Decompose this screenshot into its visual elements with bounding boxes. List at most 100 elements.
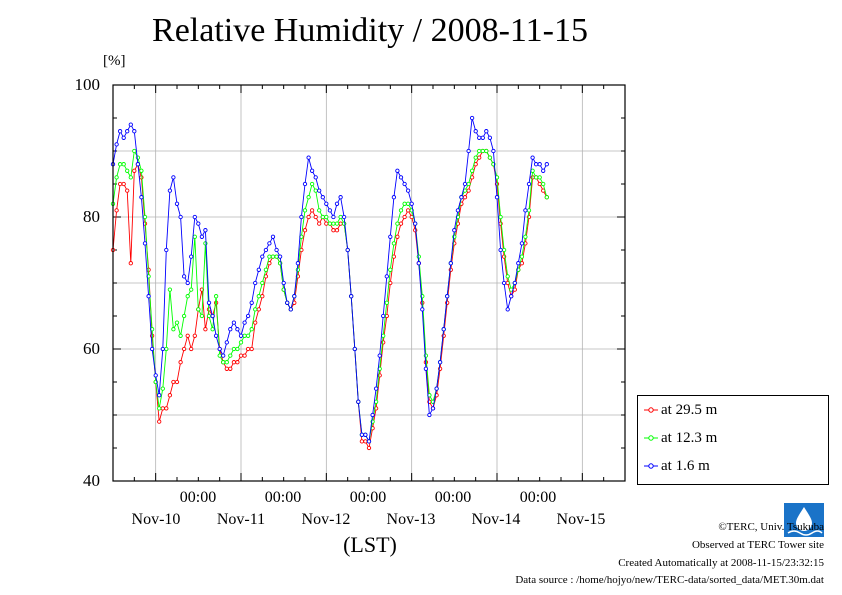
data-point bbox=[245, 346, 251, 352]
data-point bbox=[420, 307, 425, 312]
data-point bbox=[398, 208, 404, 213]
data-point bbox=[302, 181, 308, 187]
data-point bbox=[199, 313, 205, 319]
data-point bbox=[530, 155, 535, 160]
data-point bbox=[317, 208, 322, 213]
data-point bbox=[125, 188, 130, 193]
data-point bbox=[388, 234, 393, 239]
data-point bbox=[181, 346, 187, 352]
series-line bbox=[112, 117, 548, 443]
data-point bbox=[395, 168, 400, 173]
data-point bbox=[128, 122, 133, 127]
data-point bbox=[370, 412, 375, 418]
source-text: Data source : /home/hojyo/new/TERC-data/… bbox=[515, 574, 824, 586]
data-point bbox=[235, 327, 240, 332]
data-point bbox=[253, 280, 258, 286]
series-line bbox=[112, 150, 548, 450]
data-point bbox=[245, 333, 251, 338]
data-point bbox=[306, 214, 311, 220]
data-point bbox=[181, 313, 187, 319]
data-point bbox=[302, 208, 308, 213]
data-point bbox=[537, 175, 542, 180]
data-point bbox=[142, 214, 148, 220]
data-point bbox=[228, 366, 233, 371]
data-point bbox=[395, 234, 400, 239]
data-point bbox=[153, 373, 158, 378]
data-point bbox=[260, 294, 265, 299]
data-point bbox=[484, 129, 489, 134]
data-point bbox=[487, 155, 493, 160]
data-point bbox=[477, 135, 482, 140]
data-point bbox=[331, 221, 336, 226]
data-point bbox=[160, 386, 165, 391]
data-point bbox=[334, 228, 340, 233]
data-point bbox=[221, 360, 226, 365]
data-point bbox=[320, 214, 325, 220]
data-point bbox=[295, 261, 301, 266]
data-point bbox=[274, 247, 279, 253]
data-point bbox=[217, 353, 222, 358]
data-point bbox=[338, 221, 343, 226]
data-point bbox=[199, 234, 205, 239]
data-point bbox=[391, 241, 397, 246]
data-point bbox=[384, 274, 389, 279]
data-point bbox=[427, 412, 432, 418]
data-point bbox=[274, 254, 279, 259]
data-point bbox=[139, 195, 144, 200]
data-point bbox=[160, 346, 165, 352]
x-tick-date: Nov-15 bbox=[556, 511, 606, 528]
data-point bbox=[313, 214, 318, 220]
data-point bbox=[359, 439, 365, 444]
data-point bbox=[125, 129, 130, 134]
data-point bbox=[473, 129, 478, 134]
data-point bbox=[260, 280, 265, 286]
data-point bbox=[530, 175, 535, 180]
data-point bbox=[501, 280, 507, 286]
data-point bbox=[189, 254, 194, 259]
data-point bbox=[196, 221, 201, 226]
data-point bbox=[437, 360, 443, 365]
data-point bbox=[157, 419, 162, 424]
data-point bbox=[253, 320, 258, 325]
data-point bbox=[402, 201, 407, 206]
data-point bbox=[157, 393, 162, 398]
legend: at 29.5 m at 12.3 m at 1.6 m bbox=[637, 395, 829, 485]
data-point bbox=[523, 234, 528, 239]
x-tick-date: Nov-12 bbox=[301, 511, 351, 528]
data-point bbox=[519, 241, 525, 246]
data-point bbox=[231, 346, 237, 352]
data-point bbox=[477, 155, 482, 160]
data-point bbox=[373, 386, 379, 391]
data-point bbox=[210, 327, 215, 332]
data-point bbox=[267, 241, 272, 246]
data-point bbox=[523, 208, 528, 213]
data-point bbox=[466, 188, 471, 193]
data-point bbox=[157, 406, 162, 411]
data-point bbox=[224, 360, 229, 365]
x-tick-time: 00:00 bbox=[349, 489, 387, 506]
data-point bbox=[509, 294, 514, 299]
legend-label: at 12.3 m bbox=[661, 430, 718, 446]
data-point bbox=[114, 175, 119, 180]
data-point bbox=[174, 320, 180, 325]
x-tick-date: Nov-13 bbox=[386, 511, 436, 528]
data-point bbox=[235, 346, 240, 352]
data-point bbox=[441, 327, 446, 332]
data-point bbox=[203, 228, 208, 233]
data-point bbox=[398, 175, 404, 180]
data-point bbox=[480, 135, 485, 140]
data-point bbox=[537, 162, 542, 167]
data-point bbox=[331, 214, 336, 220]
x-tick-date: Nov-10 bbox=[131, 511, 181, 528]
data-point bbox=[317, 188, 322, 193]
data-point bbox=[299, 214, 304, 220]
data-point bbox=[292, 294, 297, 299]
data-point bbox=[238, 353, 244, 358]
data-point bbox=[309, 168, 315, 173]
data-point bbox=[221, 353, 226, 358]
data-point bbox=[224, 340, 229, 345]
data-point bbox=[302, 228, 308, 233]
data-point bbox=[125, 168, 130, 173]
data-point bbox=[487, 135, 493, 140]
data-point bbox=[516, 261, 521, 266]
